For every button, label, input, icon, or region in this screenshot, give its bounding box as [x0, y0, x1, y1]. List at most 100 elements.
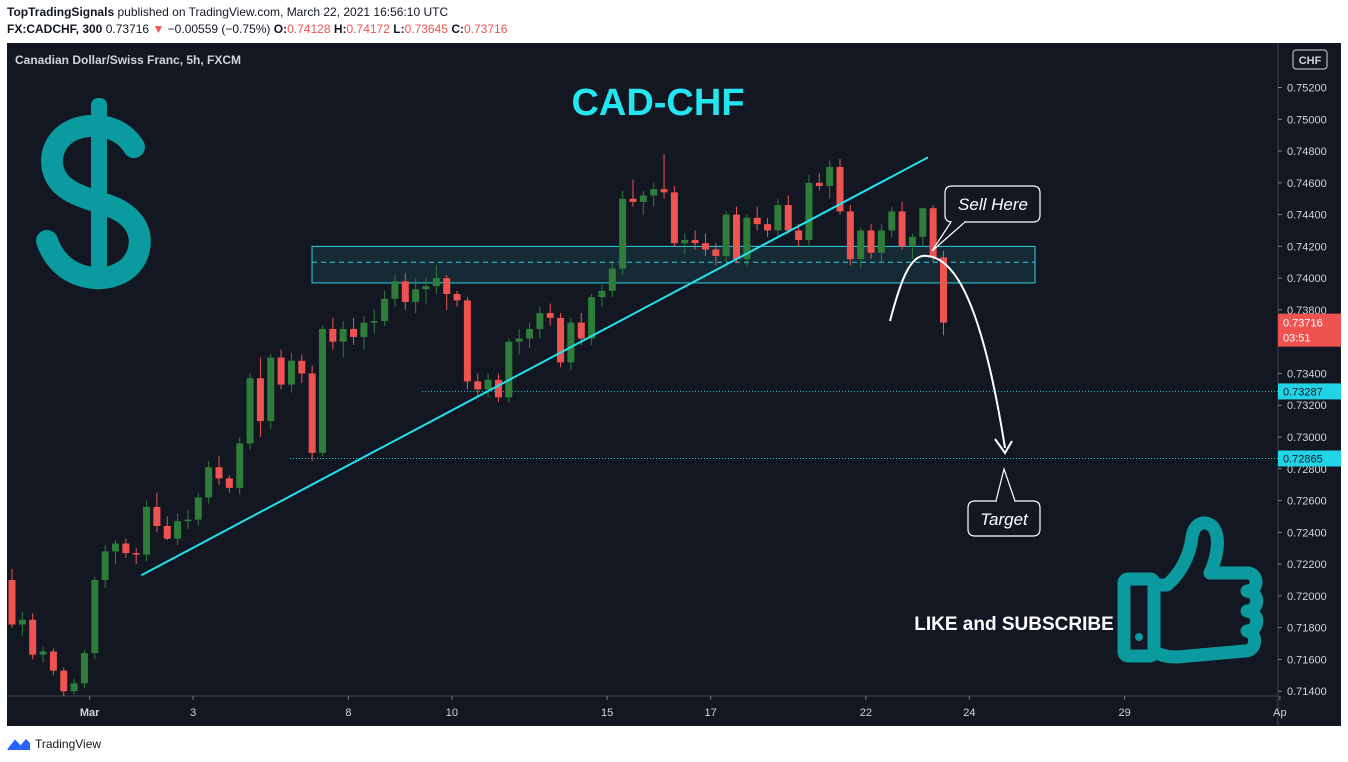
candle[interactable]: [660, 154, 668, 199]
candle[interactable]: [846, 205, 854, 266]
candle[interactable]: [132, 548, 140, 565]
candle[interactable]: [743, 214, 751, 266]
candle[interactable]: [453, 290, 461, 307]
candle[interactable]: [867, 224, 875, 260]
candle[interactable]: [784, 195, 792, 234]
candle[interactable]: [153, 492, 161, 533]
candle[interactable]: [370, 309, 378, 334]
candle[interactable]: [422, 278, 430, 304]
candle[interactable]: [888, 206, 896, 237]
candle[interactable]: [143, 500, 151, 561]
candle[interactable]: [236, 437, 244, 495]
candle[interactable]: [277, 349, 285, 390]
candle[interactable]: [174, 513, 182, 546]
candle[interactable]: [122, 538, 130, 558]
candle[interactable]: [246, 373, 254, 450]
candle[interactable]: [70, 678, 78, 695]
candle[interactable]: [877, 224, 885, 263]
candle[interactable]: [826, 160, 834, 199]
candle[interactable]: [733, 206, 740, 263]
candle[interactable]: [80, 649, 88, 689]
candle[interactable]: [940, 251, 947, 336]
candle[interactable]: [225, 475, 233, 493]
resistance-zone[interactable]: [311, 245, 1036, 284]
candle[interactable]: [391, 274, 399, 307]
level-price-tag[interactable]: 0.73287: [1278, 383, 1341, 400]
candle[interactable]: [898, 201, 906, 250]
candle[interactable]: [163, 516, 171, 541]
candle[interactable]: [764, 217, 772, 237]
currency-label[interactable]: CHF: [1299, 55, 1322, 67]
candle[interactable]: [836, 158, 844, 215]
candle[interactable]: [350, 317, 358, 345]
author-name[interactable]: TopTradingSignals: [7, 5, 115, 19]
candle[interactable]: [805, 174, 813, 247]
candle[interactable]: [681, 233, 689, 255]
candle[interactable]: [691, 230, 699, 250]
candle[interactable]: [494, 373, 502, 403]
candle[interactable]: [91, 576, 99, 660]
candle[interactable]: [557, 313, 565, 368]
candle[interactable]: [463, 297, 471, 390]
candle[interactable]: [443, 274, 451, 310]
candle[interactable]: [39, 646, 47, 663]
candle[interactable]: [929, 205, 937, 263]
chart-panel[interactable]: 0.71400 0.71600 0.71800 0.72000 0.72200 0.724…: [7, 43, 1341, 726]
candle[interactable]: [515, 328, 523, 355]
candle[interactable]: [650, 182, 658, 207]
candle[interactable]: [308, 365, 316, 461]
candle[interactable]: [381, 290, 389, 326]
candle[interactable]: [401, 273, 409, 310]
candle[interactable]: [608, 262, 616, 298]
candle[interactable]: [619, 190, 627, 275]
candle[interactable]: [815, 173, 823, 191]
candle[interactable]: [908, 233, 916, 260]
candle[interactable]: [577, 313, 585, 345]
candle[interactable]: [18, 611, 26, 636]
candle[interactable]: [298, 354, 306, 384]
candle[interactable]: [701, 233, 709, 256]
candle[interactable]: [712, 243, 720, 266]
candle[interactable]: [329, 317, 337, 350]
candle[interactable]: [546, 303, 554, 326]
candle[interactable]: [49, 648, 57, 676]
tradingview-brand[interactable]: TradingView: [35, 737, 102, 751]
candle[interactable]: [205, 460, 213, 504]
candle[interactable]: [774, 198, 782, 239]
level-price-tag[interactable]: 0.72865: [1278, 450, 1341, 467]
candle[interactable]: [267, 354, 275, 430]
candle[interactable]: [184, 510, 192, 530]
candle[interactable]: [60, 667, 68, 696]
candle[interactable]: [505, 338, 513, 403]
candle[interactable]: [215, 456, 223, 485]
candle[interactable]: [857, 227, 865, 269]
candlestick-chart[interactable]: 0.71400 0.71600 0.71800 0.72000 0.72200 0.724…: [7, 43, 1341, 726]
candle[interactable]: [319, 325, 326, 457]
candle[interactable]: [919, 208, 927, 247]
candle[interactable]: [8, 568, 16, 628]
candle[interactable]: [598, 284, 606, 307]
candle[interactable]: [722, 211, 730, 263]
trendline[interactable]: [140, 156, 929, 577]
candle[interactable]: [432, 265, 440, 295]
candle[interactable]: [112, 540, 119, 565]
candle[interactable]: [639, 190, 647, 215]
candle[interactable]: [101, 545, 109, 588]
candle[interactable]: [526, 322, 533, 349]
candle[interactable]: [412, 278, 420, 314]
candle[interactable]: [339, 321, 347, 358]
candle[interactable]: [567, 317, 575, 371]
candle[interactable]: [287, 352, 295, 393]
candle[interactable]: [753, 206, 761, 231]
candle[interactable]: [536, 306, 544, 339]
candle[interactable]: [795, 224, 803, 247]
candle[interactable]: [29, 613, 37, 660]
candle[interactable]: [360, 316, 368, 350]
candle[interactable]: [484, 373, 492, 398]
candle[interactable]: [629, 179, 637, 207]
candle[interactable]: [256, 357, 264, 438]
last-price-tag[interactable]: 0.73716 03:51: [1278, 313, 1341, 347]
candle[interactable]: [194, 492, 202, 526]
candle[interactable]: [474, 373, 482, 398]
candle[interactable]: [670, 185, 678, 247]
